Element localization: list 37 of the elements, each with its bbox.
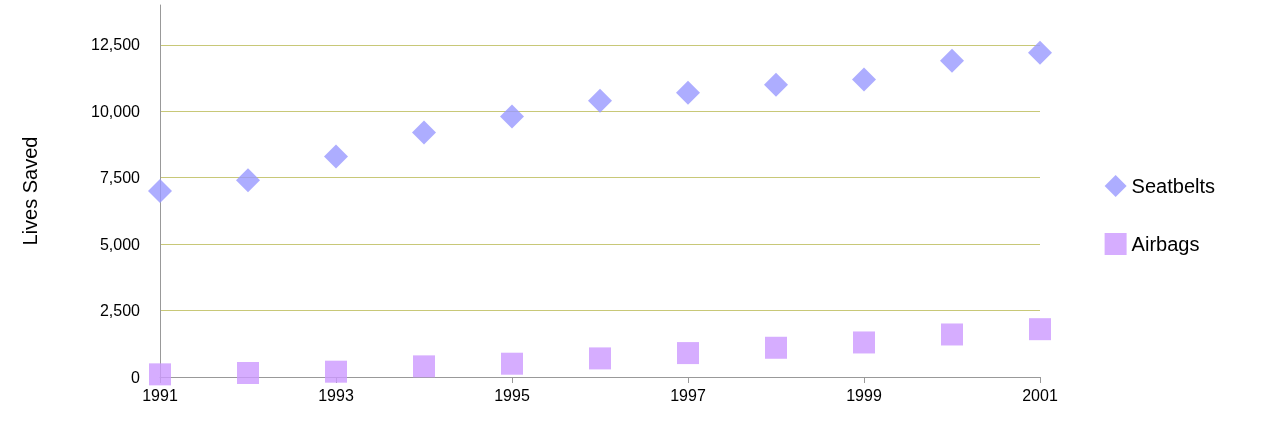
point [588,88,612,113]
legend-label: Seatbelts [1131,175,1215,197]
y-tick-label: 7,500 [99,169,141,187]
point [676,80,700,105]
x-tick-label: 1993 [318,386,354,404]
point [149,363,171,386]
x-tick-label: 2001 [1022,386,1058,404]
y-axis-title: Lives Saved [19,136,41,246]
y-tick-label: 2,500 [99,302,141,320]
point [412,120,436,145]
y-tick-label: 5,000 [99,235,141,253]
x-tick-label: 1991 [142,386,178,404]
point [853,331,875,354]
point [765,336,787,359]
point [325,360,347,383]
y-tick-label: 12,500 [91,36,141,54]
point [940,48,964,73]
point [237,362,259,385]
point [1028,40,1052,65]
point [501,352,523,375]
point [677,342,699,365]
point [941,323,963,346]
y-tick-label: 10,000 [91,102,141,120]
point [413,355,435,378]
x-tick-label: 1995 [494,386,530,404]
point [148,179,172,203]
point [852,67,876,92]
x-tick-label: 1999 [846,386,882,404]
point [500,104,524,129]
y-tick-label: 0 [131,368,141,386]
point [589,347,611,370]
x-tick-label: 1997 [670,386,706,404]
point [764,72,788,97]
point [1029,318,1051,341]
legend-label: Airbags [1131,233,1200,255]
point [236,168,260,193]
point [324,144,348,169]
